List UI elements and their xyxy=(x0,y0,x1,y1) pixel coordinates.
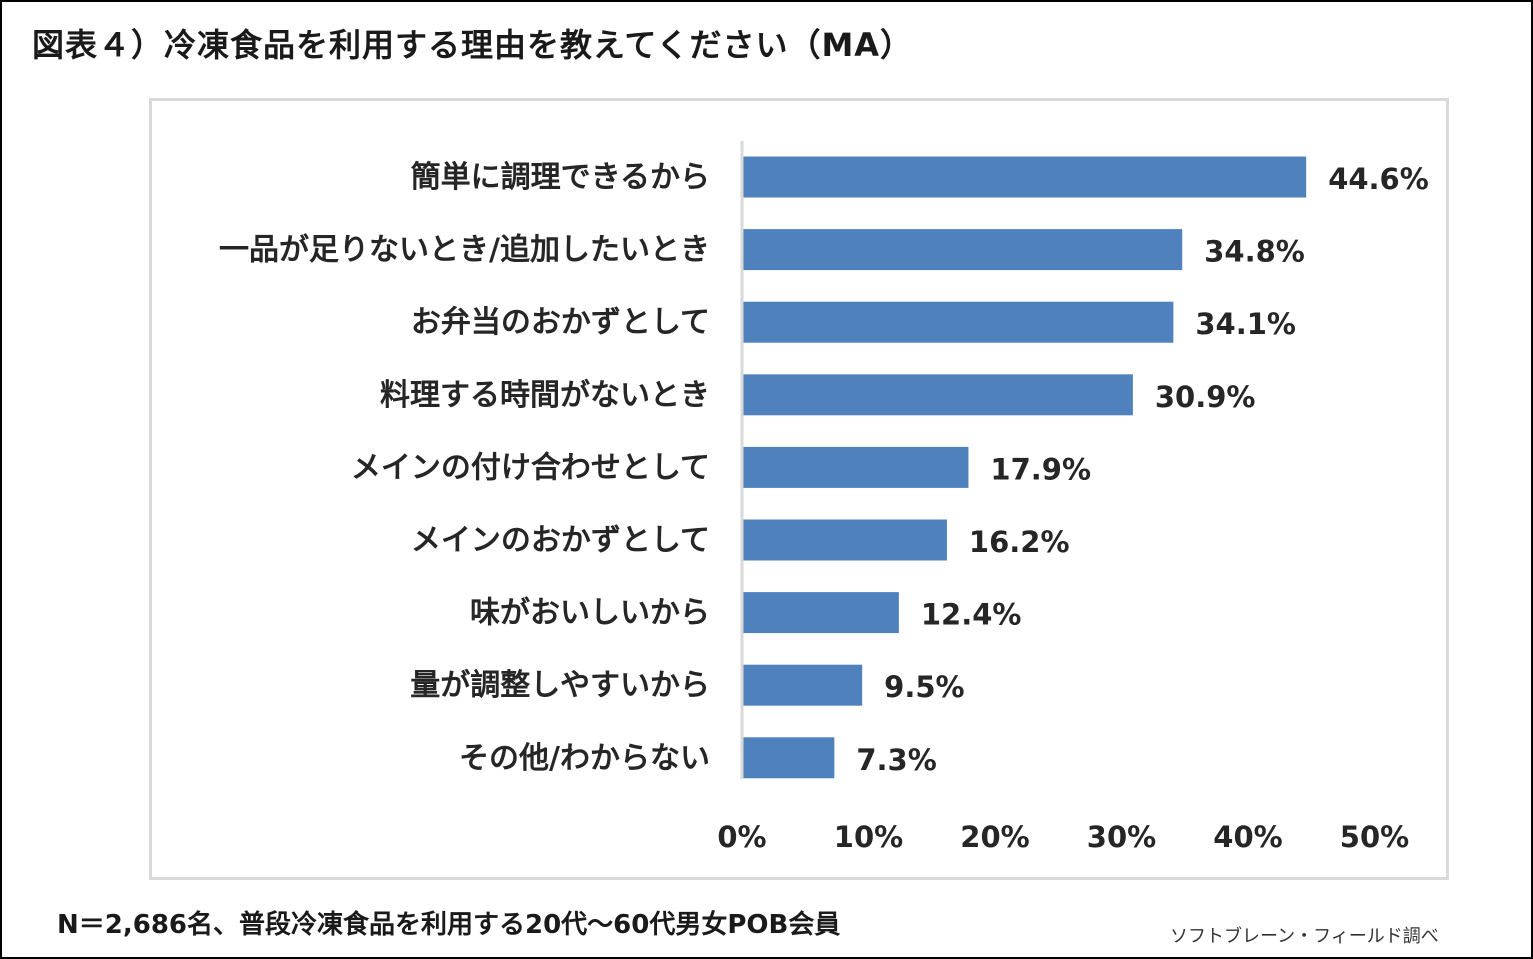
data-label-4: 30.9% xyxy=(1155,380,1256,414)
data-label-3: 34.1% xyxy=(1195,307,1296,341)
category-label-4: 料理する時間がないとき xyxy=(380,378,710,413)
category-label-1: 簡単に調理できるから xyxy=(411,160,710,195)
sample-note: N＝2,686名、普段冷凍食品を利用する20代～60代男女POB会員 xyxy=(57,910,841,940)
category-label-2: 一品が足りないとき/追加したいとき xyxy=(219,233,710,268)
bar-3 xyxy=(742,301,1174,343)
bar-2 xyxy=(742,229,1183,271)
data-label-9: 7.3% xyxy=(856,743,936,777)
category-label-3: お弁当のおかずとして xyxy=(411,305,710,340)
category-label-7: 味がおいしいから xyxy=(470,596,710,631)
bar-6 xyxy=(742,519,947,561)
category-label-5: メインの付け合わせとして xyxy=(351,450,710,485)
data-label-7: 12.4% xyxy=(921,598,1022,632)
chart-area: 簡単に調理できるから 44.6% 一品が足りないとき/追加したいとき 34.8% お弁当… xyxy=(149,98,1449,880)
x-tick-label-30: 30% xyxy=(1087,820,1156,854)
category-label-9: その他/わからない xyxy=(459,741,710,776)
bar-5 xyxy=(742,446,969,488)
x-tick-label-40: 40% xyxy=(1213,820,1282,854)
data-label-1: 44.6% xyxy=(1328,162,1429,196)
x-tick-label-50: 50% xyxy=(1340,820,1409,854)
data-label-5: 17.9% xyxy=(990,452,1091,486)
figure-title: 図表４）冷凍食品を利用する理由を教えてください（MA） xyxy=(32,26,914,64)
x-tick-label-10: 10% xyxy=(834,820,903,854)
bar-9 xyxy=(742,737,835,779)
bar-chart: 簡単に調理できるから 44.6% 一品が足りないとき/追加したいとき 34.8% お弁当… xyxy=(219,141,1429,854)
bar-1 xyxy=(742,156,1307,198)
data-label-8: 9.5% xyxy=(884,670,964,704)
x-tick-label-0: 0% xyxy=(717,820,766,854)
source-credit: ソフトブレーン・フィールド調べ xyxy=(1170,926,1439,947)
category-label-6: メインのおかずとして xyxy=(411,523,710,558)
x-tick-label-20: 20% xyxy=(960,820,1029,854)
data-label-6: 16.2% xyxy=(969,525,1070,559)
bar-4 xyxy=(742,374,1133,416)
category-label-8: 量が調整しやすいから xyxy=(410,668,710,703)
data-label-2: 34.8% xyxy=(1204,235,1305,269)
bar-7 xyxy=(742,592,899,634)
bar-8 xyxy=(742,664,863,706)
